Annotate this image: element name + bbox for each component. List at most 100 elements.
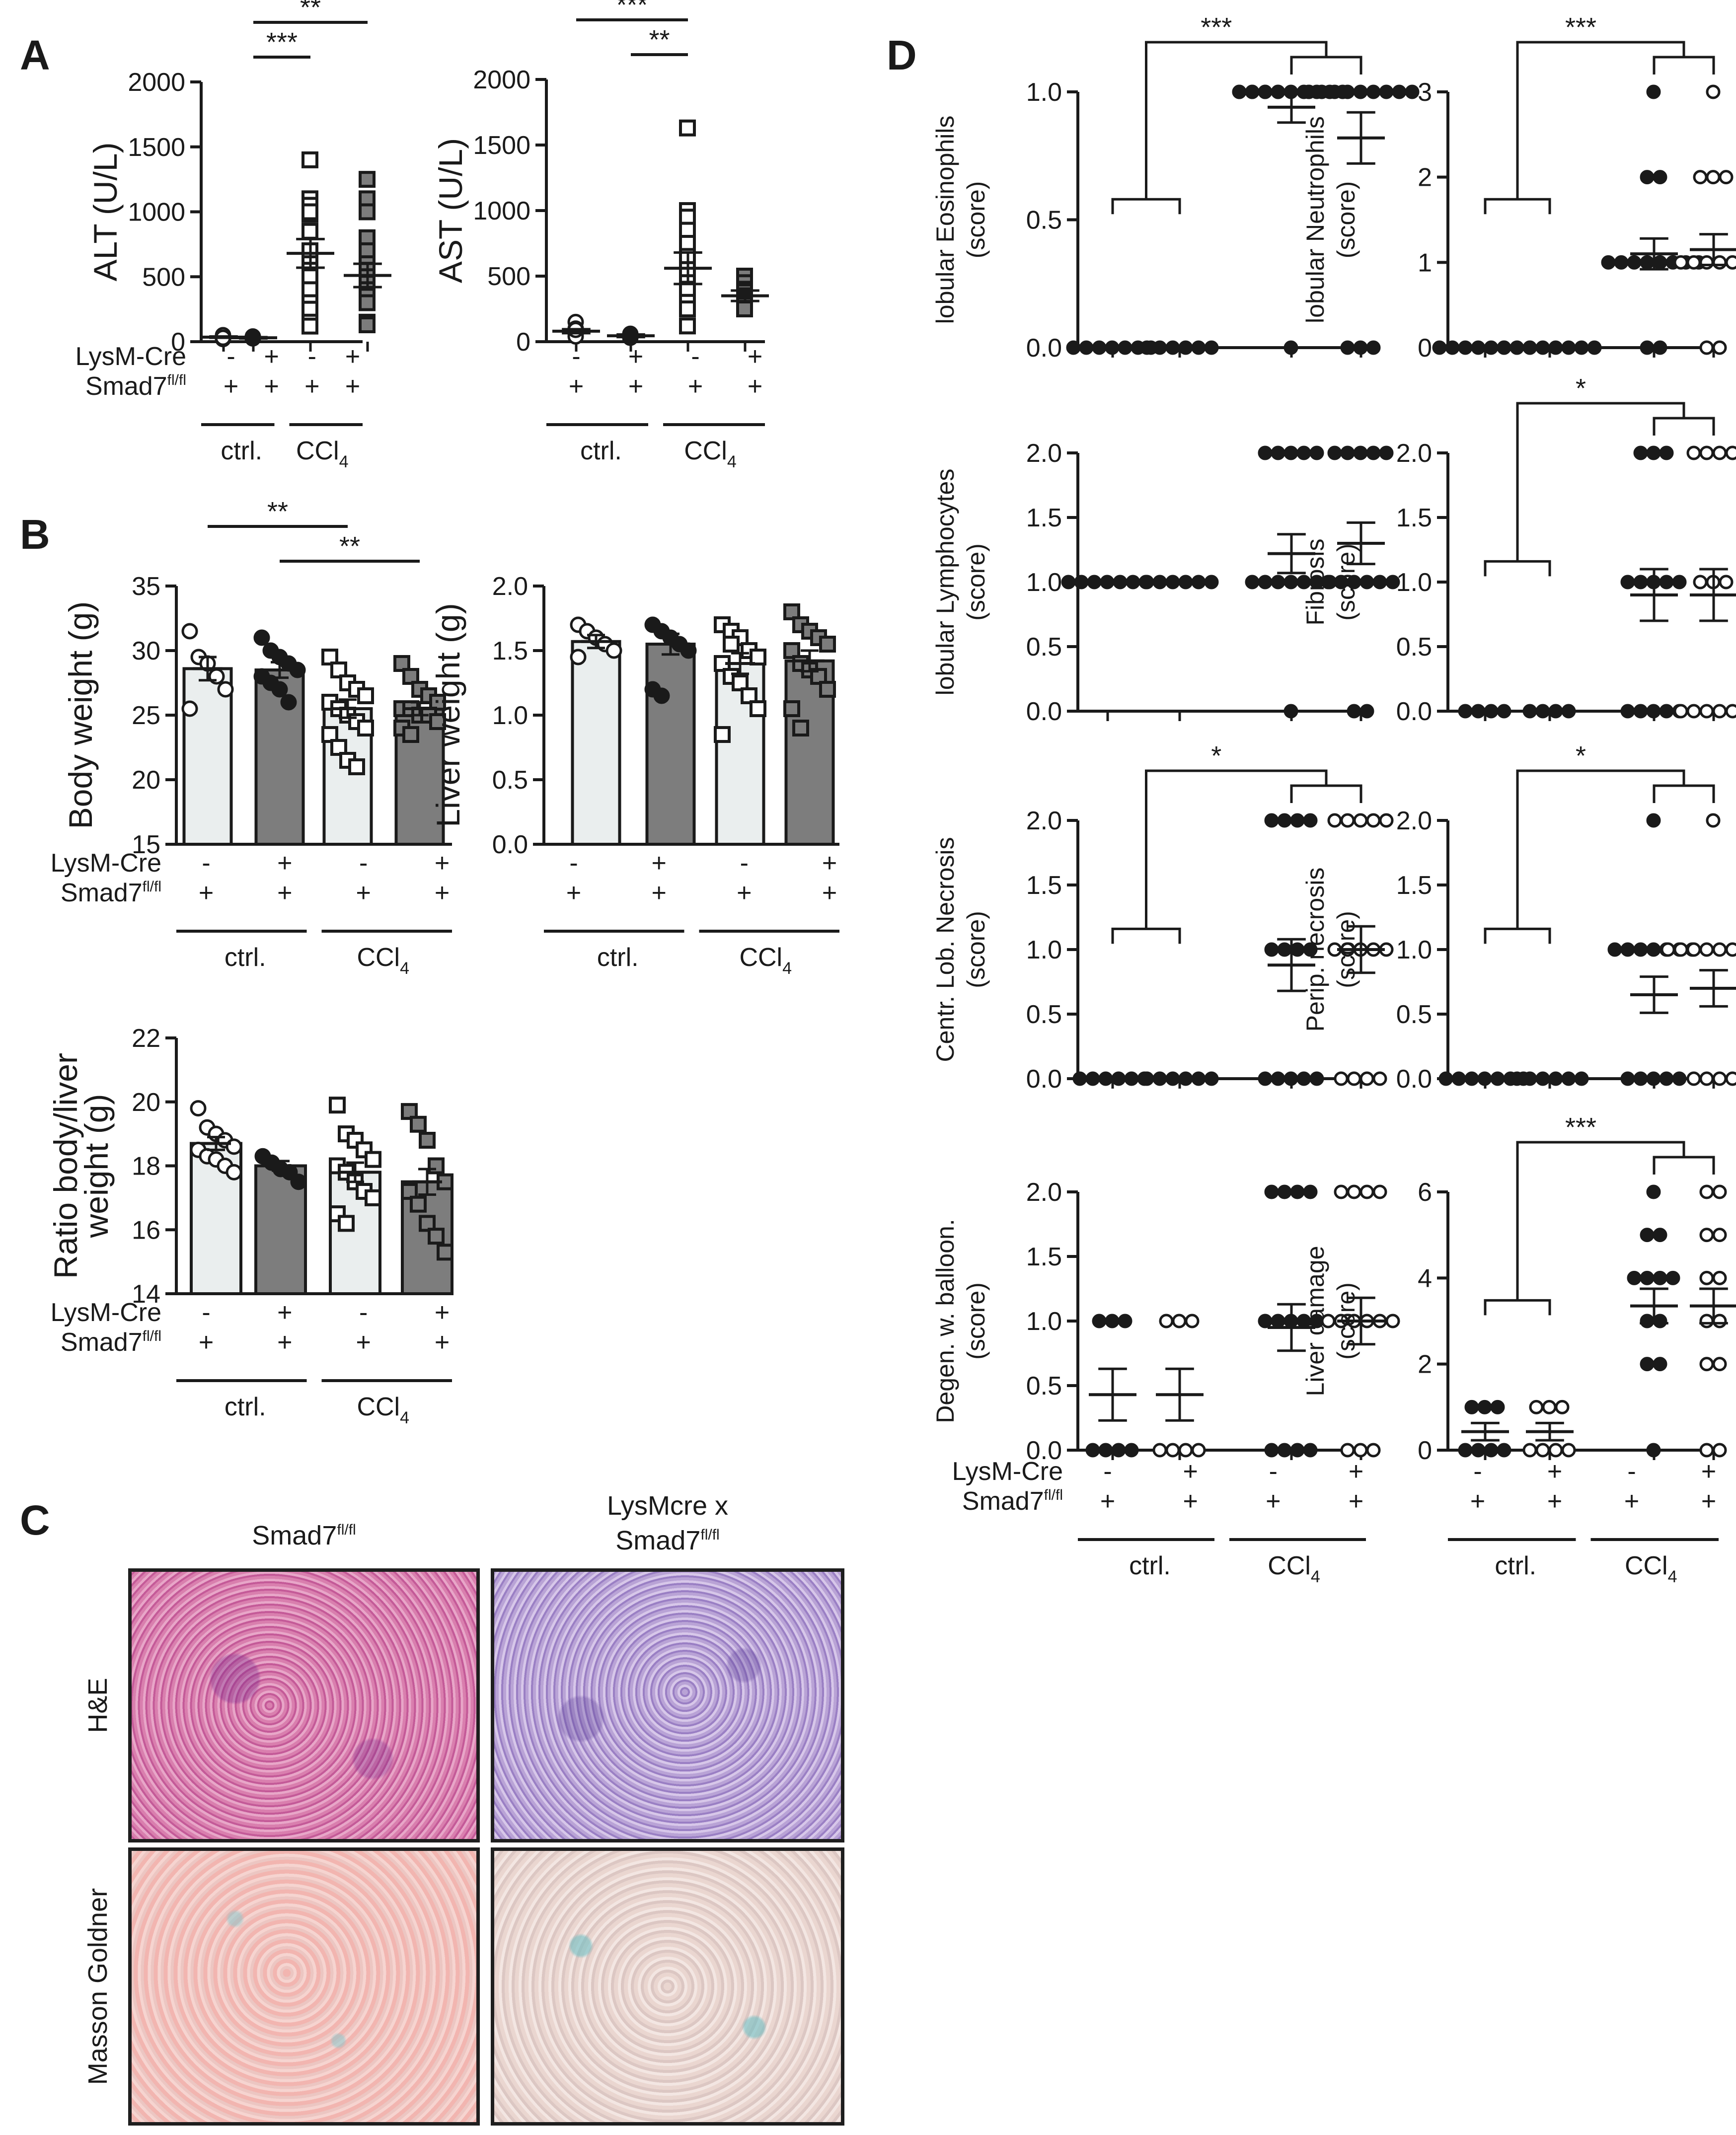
y-tick-label: 1000 — [128, 198, 185, 227]
panel-letter-c: C — [20, 1497, 50, 1544]
group-labels: -+++-+++ctrl. CCl4 — [546, 342, 765, 471]
sig-bracket-link — [1516, 769, 1685, 929]
lysm-sign: + — [628, 342, 643, 371]
data-point — [1340, 84, 1355, 99]
data-point — [1699, 942, 1714, 957]
ctrl-label: ctrl. — [580, 437, 622, 465]
data-point — [1712, 1228, 1727, 1243]
data-point — [1118, 1314, 1132, 1328]
lysm-sign: - — [1269, 1457, 1278, 1486]
ccl4-label-base: CCl — [1268, 1551, 1311, 1580]
data-point — [1620, 704, 1635, 719]
data-point — [253, 629, 270, 646]
ccl4-label-base: CCl — [739, 943, 782, 972]
data-point — [1712, 445, 1727, 460]
data-point — [419, 1132, 436, 1149]
data-point — [1258, 1314, 1273, 1328]
data-point — [1314, 84, 1329, 99]
ctrl-label: ctrl. — [225, 943, 266, 972]
sig-label: *** — [266, 27, 298, 57]
data-point — [1385, 1314, 1400, 1328]
y-tick-label: 1.5 — [1026, 871, 1062, 900]
y-tick-label: 30 — [132, 637, 160, 665]
column-title-lysmcre-sup: fl/fl — [700, 1527, 719, 1543]
data-point — [1699, 1443, 1714, 1458]
ccl4-label-sub: 4 — [782, 959, 792, 978]
panel-letter-a: A — [20, 32, 50, 78]
ctrl-label: ctrl. — [225, 1393, 266, 1421]
data-point — [1271, 445, 1285, 460]
y-tick-label: 0.5 — [1026, 1000, 1062, 1029]
smad7-sign: + — [822, 879, 837, 907]
data-point — [1640, 255, 1655, 270]
data-point — [1232, 84, 1247, 99]
y-tick-label: 20 — [132, 766, 160, 795]
data-point — [1296, 1071, 1311, 1086]
lysm-sign: + — [651, 849, 666, 878]
lysm-sign: + — [345, 342, 360, 371]
data-point — [819, 681, 836, 698]
data-point — [302, 317, 318, 335]
ccl4-label-base: CCl — [684, 437, 727, 465]
y-tick-label: 1500 — [128, 133, 185, 162]
sig-label: ** — [300, 0, 321, 22]
y-axis-label-line: (score) — [962, 1282, 990, 1360]
masson-goldner-smad7-image — [128, 1847, 480, 2126]
lysm-cre-label: LysM-Cre — [51, 1298, 161, 1327]
he-stain-smad7-image — [128, 1568, 480, 1842]
data-point — [357, 720, 374, 736]
row-title-he: H&E — [83, 1678, 113, 1733]
y-tick-label: 1500 — [473, 131, 530, 160]
data-point — [1303, 813, 1318, 828]
data-point — [1699, 1071, 1714, 1086]
smad7-label: Smad7fl/fl — [85, 372, 186, 401]
data-point — [1340, 813, 1355, 828]
data-point — [1353, 445, 1368, 460]
data-point — [1366, 445, 1381, 460]
lysm-cre-label: LysM-Cre — [952, 1457, 1063, 1486]
data-point — [302, 222, 318, 240]
lysm-sign: + — [822, 849, 837, 878]
ccl4-label-sub: 4 — [1668, 1567, 1677, 1586]
y-axis-label-line: (score) — [962, 911, 990, 988]
y-axis-label-line: (score) — [1332, 911, 1360, 988]
data-point — [1712, 1071, 1727, 1086]
data-point — [1152, 1443, 1167, 1458]
chart-ast: 0 500 1000 1500 2000 AST (U/L) ***** — [432, 0, 769, 357]
data-point — [181, 623, 198, 640]
data-point — [1340, 445, 1355, 460]
data-point — [1379, 84, 1394, 99]
lysm-sign: + — [435, 1298, 450, 1327]
chart-ratio: 14 16 18 20 22 Ratio body/liverweight (g) — [47, 1024, 453, 1309]
lysm-sign: - — [691, 342, 699, 371]
data-point — [1258, 445, 1273, 460]
smad7-sign: + — [1470, 1487, 1485, 1516]
data-point — [1529, 1399, 1544, 1414]
data-point — [1172, 1314, 1187, 1328]
data-point — [750, 700, 766, 717]
smad7-label-sup: fl/fl — [1044, 1487, 1063, 1503]
lysm-sign: - — [359, 849, 368, 878]
data-point — [1706, 84, 1721, 99]
data-point — [1693, 170, 1708, 185]
lysm-sign: - — [202, 1298, 210, 1327]
data-point — [1340, 340, 1355, 355]
data-point — [1204, 1071, 1219, 1086]
data-point — [1620, 1071, 1635, 1086]
data-point — [330, 662, 347, 678]
data-point — [1719, 575, 1734, 589]
data-point — [1484, 1443, 1499, 1458]
sig-label: *** — [1565, 1112, 1596, 1142]
data-point — [819, 636, 836, 653]
sig-label: *** — [616, 0, 648, 20]
data-point — [1458, 1443, 1473, 1458]
y-tick-label: 0.0 — [1026, 697, 1062, 726]
y-tick-label: 1.0 — [1396, 568, 1432, 597]
smad7-sign: + — [304, 372, 319, 401]
y-tick-label: 0.0 — [1026, 1065, 1062, 1094]
data-point — [1490, 1399, 1505, 1414]
smad7-sign: + — [345, 372, 360, 401]
